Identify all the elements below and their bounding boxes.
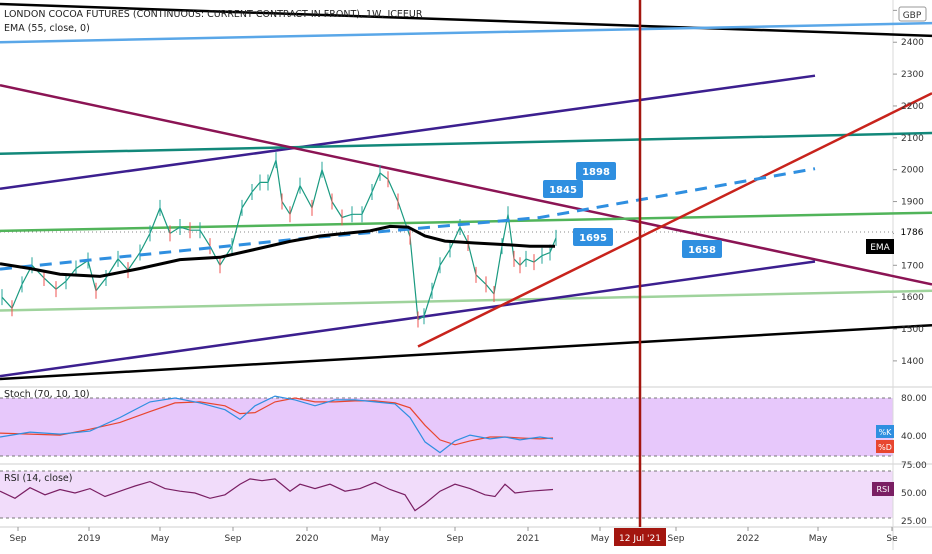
stoch-series	[0, 395, 554, 454]
ema-indicator-label: EMA (55, close, 0)	[4, 23, 90, 34]
price-callout-label: 1898	[582, 167, 610, 178]
rsi-tick-75: 75.00	[901, 461, 927, 471]
dashed-channel-line	[0, 167, 816, 271]
time-axis: Sep 2019 May Sep 2020 May Sep 2021 May Sep 2022 May…	[10, 527, 898, 544]
trend-line	[0, 260, 816, 378]
price-tick-label: 1600	[901, 293, 924, 303]
time-tick-label: 2021	[517, 534, 540, 544]
price-tick-label: 2000	[901, 166, 924, 176]
trend-line	[0, 2, 932, 38]
time-tick-label: May	[151, 534, 170, 544]
time-tick-label: Sep	[10, 534, 27, 544]
price-axis: 2500240023002200210020001900180017001600…	[893, 6, 924, 367]
price-callout-box	[573, 228, 613, 246]
time-tick-label: Sep	[668, 534, 685, 544]
trend-line	[0, 289, 932, 312]
stoch-tick-40: 40.00	[901, 432, 927, 442]
time-tick-label: May	[809, 534, 828, 544]
time-tick-label: May	[371, 534, 390, 544]
ema-tag: EMA	[870, 243, 890, 253]
stoch-k-tag: %K	[879, 428, 893, 437]
price-tick-label: 2300	[901, 70, 924, 80]
time-tick-label: May	[591, 534, 610, 544]
trend-line	[0, 211, 932, 233]
last-price-box	[894, 224, 932, 239]
rsi-tick-25: 25.00	[901, 517, 927, 527]
stoch-d-tag-box	[876, 440, 894, 453]
trend-line	[0, 84, 932, 286]
dashed-channel	[0, 167, 816, 271]
price-tick-label: 2100	[901, 134, 924, 144]
time-tick-label: Se	[886, 534, 898, 544]
rsi-tag-box	[872, 482, 894, 496]
stoch-indicator-label: Stoch (70, 10, 10)	[4, 389, 90, 400]
currency-box	[898, 6, 927, 22]
last-price-label: 1786	[901, 228, 924, 238]
price-callout-box	[682, 240, 722, 258]
price-callout-label: 1658	[688, 245, 716, 256]
currency-label: GBP	[903, 11, 922, 21]
price-labels: 1898 1845 1695 1658	[543, 162, 722, 258]
price-tick-label: 2200	[901, 102, 924, 112]
trend-lines	[0, 2, 932, 381]
price-tick-label: 1400	[901, 357, 924, 367]
trend-line	[0, 323, 932, 381]
rsi-series	[0, 478, 554, 512]
rsi-panel-bg	[0, 471, 893, 518]
trend-line	[0, 21, 932, 44]
time-tick-label: Sep	[447, 534, 464, 544]
price-tick-label: 1500	[901, 325, 924, 335]
price-callout-box	[576, 162, 616, 180]
stoch-k-tag-box	[876, 425, 894, 438]
rsi-line	[0, 478, 554, 512]
ema-series	[0, 224, 555, 278]
time-tick-label: Sep	[225, 534, 242, 544]
ema-tag-box	[866, 239, 894, 254]
rsi-tag: RSI	[877, 485, 890, 494]
stoch-k-line	[0, 395, 554, 454]
ema-line	[0, 224, 555, 278]
price-callout-label: 1845	[549, 185, 577, 196]
price-tick-label: 2400	[901, 38, 924, 48]
rsi-tick-50: 50.00	[901, 489, 927, 499]
chart-title: LONDON COCOA FUTURES (CONTINUOUS: CURREN…	[4, 9, 423, 20]
stoch-d-line	[0, 397, 554, 446]
stoch-d-tag: %D	[878, 443, 892, 452]
stoch-tick-80: 80.00	[901, 394, 927, 404]
price-tick-label: 1700	[901, 261, 924, 271]
date-marker-label: 12 Jul '21	[619, 534, 661, 544]
trend-line	[0, 131, 932, 156]
price-callout-box	[543, 180, 583, 198]
trend-line	[0, 74, 816, 191]
price-callout-label: 1695	[579, 233, 607, 244]
time-tick-label: 2022	[737, 534, 760, 544]
stoch-panel-bg	[0, 398, 893, 456]
time-tick-label: 2020	[296, 534, 319, 544]
rsi-indicator-label: RSI (14, close)	[4, 473, 72, 484]
time-tick-label: 2019	[78, 534, 101, 544]
price-tick-label: 1900	[901, 198, 924, 208]
trend-line	[417, 92, 932, 348]
date-marker-box	[614, 528, 666, 546]
